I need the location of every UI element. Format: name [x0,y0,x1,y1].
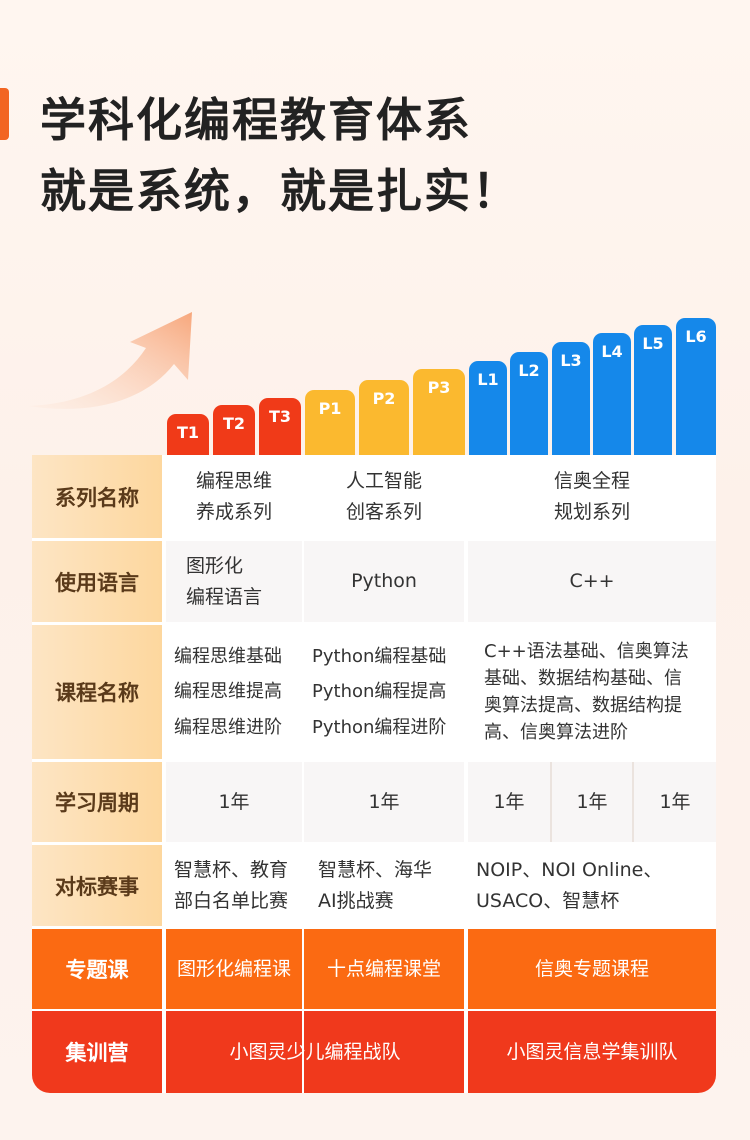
cell-period-t: 1年 [166,762,302,842]
grid-divider [632,762,634,842]
cell-text: 创客系列 [345,500,422,523]
cell-series-t: 编程思维 养成系列 [166,455,302,538]
curriculum-table: 系列名称 编程思维养成系列 人工智能创客系列 信奥全程规划系列 使用语言 图形化… [32,455,716,1093]
grid-divider [164,455,166,1093]
row-header-period: 学习周期 [32,762,162,842]
cell-period-p: 1年 [304,762,464,842]
level-tab-l3: L3 [552,342,590,455]
cell-text: 编程思维 [195,470,272,493]
cell-text: AI挑战赛 [318,889,394,912]
cell-special-p: 十点编程课堂 [304,929,464,1009]
cell-language-p: Python [304,541,464,622]
headline-line-1: 学科化编程教育体系 [40,93,472,147]
cell-text: Python编程进阶 [312,716,447,738]
cell-text: 编程思维进阶 [174,716,282,738]
row-header-special: 专题课 [32,929,162,1009]
cell-period-l3: 1年 [634,762,716,842]
cell-text: 规划系列 [553,500,630,523]
cell-text: 部白名单比赛 [174,889,289,912]
cell-text: C++语法基础、信奥算法 [484,641,689,662]
level-tab-p1: P1 [305,390,355,455]
growth-arrow-icon [28,312,192,409]
row-header-courses: 课程名称 [32,625,162,759]
cell-text: NOIP、NOI Online、 [476,859,663,882]
cell-text: 编程思维提高 [174,681,282,703]
level-tab-l1: L1 [469,361,507,455]
cell-text: 养成系列 [195,500,272,523]
cell-camp-tp: 小图灵少儿编程战队 [166,1011,464,1093]
cell-text: 高、信奥算法进阶 [484,722,628,743]
row-header-camp: 集训营 [32,1011,162,1093]
row-header-series: 系列名称 [32,455,162,538]
level-tab-t1: T1 [167,414,209,455]
cell-special-l: 信奥专题课程 [468,929,716,1009]
cell-series-l: 信奥全程 规划系列 [468,455,716,538]
cell-language-l: C++ [468,541,716,622]
level-tab-l4: L4 [593,333,631,455]
grid-divider [302,455,304,1093]
headline-line-2: 就是系统，就是扎实！ [40,164,520,218]
title-accent-bar [0,88,9,140]
level-tab-l5: L5 [634,325,672,455]
cell-language-t: 图形化 编程语言 [166,541,302,622]
row-header-competitions: 对标赛事 [32,845,162,926]
cell-courses-l: C++语法基础、信奥算法 基础、数据结构基础、信 奥算法提高、数据结构提 高、信奥算法… [468,625,716,759]
cell-period-l1: 1年 [468,762,550,842]
level-tab-l6: L6 [676,318,716,455]
level-tab-t3: T3 [259,398,301,455]
cell-text: 人工智能 [345,470,422,493]
cell-period-l2: 1年 [552,762,632,842]
level-tab-t2: T2 [213,405,255,455]
level-tab-l2: L2 [510,352,548,455]
level-tab-p3: P3 [413,369,465,455]
cell-courses-t: 编程思维基础 编程思维提高 编程思维进阶 [166,625,302,759]
cell-text: 编程语言 [186,585,263,608]
cell-text: 图形化 [186,555,244,578]
cell-text: 信奥全程 [553,470,630,493]
cell-special-t: 图形化编程课 [166,929,302,1009]
cell-competitions-p: 智慧杯、海华 AI挑战赛 [304,845,464,926]
cell-camp-l: 小图灵信息学集训队 [468,1011,716,1093]
cell-text: Python编程基础 [312,646,447,668]
cell-text: 基础、数据结构基础、信 [484,668,682,689]
level-tab-p2: P2 [359,380,409,455]
cell-series-p: 人工智能 创客系列 [304,455,464,538]
cell-text: 智慧杯、海华 [318,859,433,882]
row-header-language: 使用语言 [32,541,162,622]
cell-competitions-t: 智慧杯、教育 部白名单比赛 [166,845,302,926]
cell-text: Python编程提高 [312,681,447,703]
cell-text: USACO、智慧杯 [476,889,620,912]
grid-divider [550,762,552,842]
cell-courses-p: Python编程基础 Python编程提高 Python编程进阶 [304,625,464,759]
grid-divider [465,455,467,1093]
cell-text: 奥算法提高、数据结构提 [484,695,682,716]
cell-text: 智慧杯、教育 [174,859,289,882]
cell-competitions-l: NOIP、NOI Online、 USACO、智慧杯 [468,845,716,926]
cell-text: 编程思维基础 [174,646,282,668]
